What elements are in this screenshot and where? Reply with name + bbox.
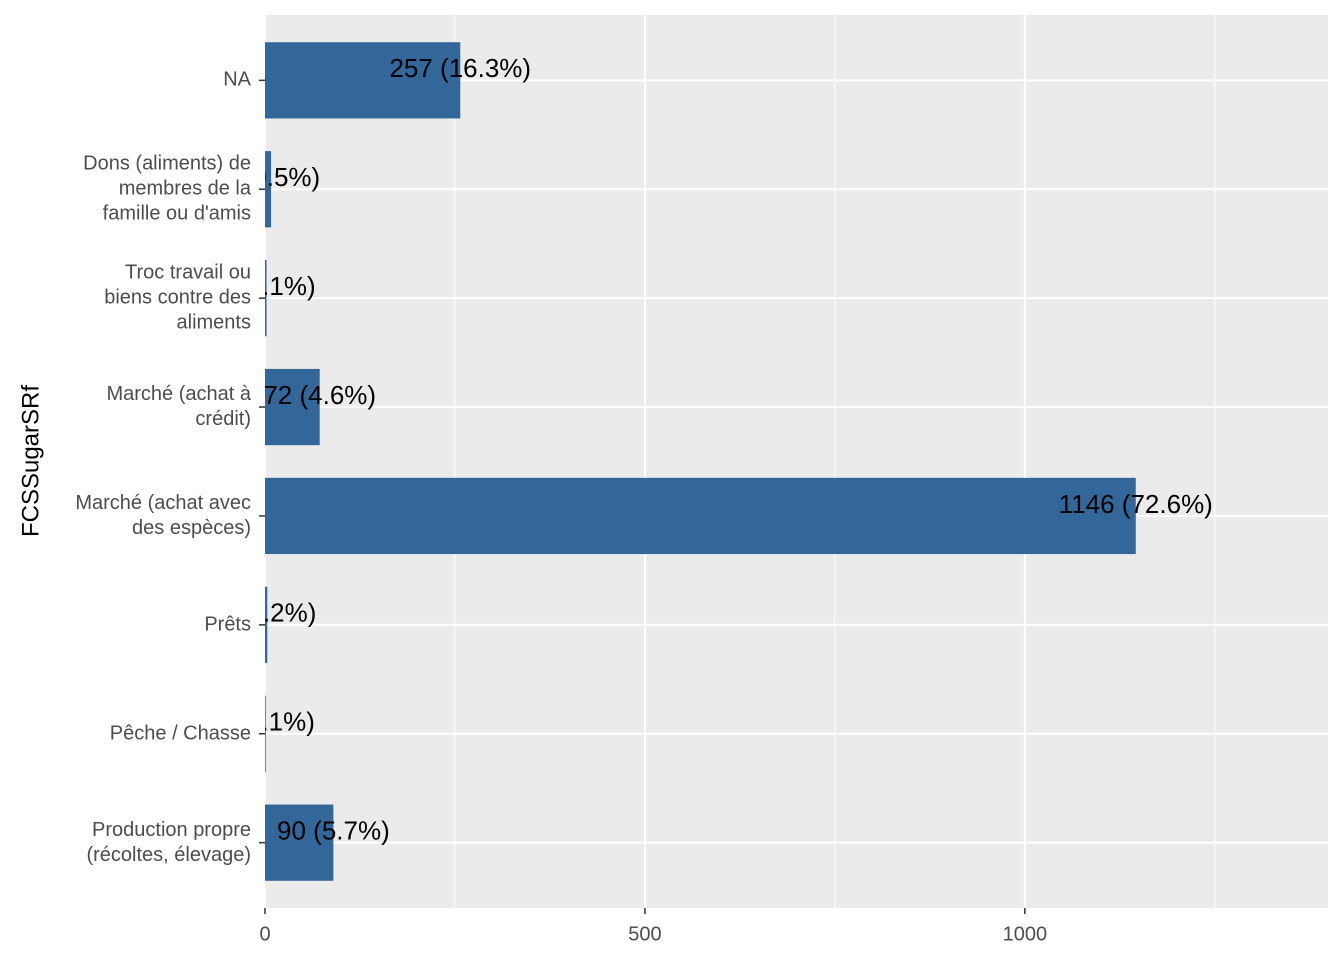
x-tick-label: 0 bbox=[259, 923, 270, 945]
value-label: 1146 (72.6%) bbox=[1059, 489, 1213, 519]
y-tick-label: Marché (achat à crédit) bbox=[106, 383, 251, 431]
value-label: 72 (4.6%) bbox=[263, 380, 376, 410]
x-tick-label: 500 bbox=[628, 923, 661, 945]
x-tick-label: 1000 bbox=[1003, 923, 1048, 945]
y-tick-label: Dons (aliments) de membres de la famille… bbox=[83, 152, 251, 225]
value-label: 1 (0.1%) bbox=[217, 707, 315, 737]
bar bbox=[265, 477, 1136, 555]
y-axis-title: FCSSugarSRf bbox=[17, 385, 44, 537]
value-label: 257 (16.3%) bbox=[389, 53, 531, 83]
y-tick-label: Production propre (récoltes, élevage) bbox=[86, 818, 251, 866]
y-tick-label: Prêts bbox=[204, 613, 251, 636]
y-tick-label: Troc travail ou biens contre des aliment… bbox=[104, 261, 251, 334]
y-tick-label: NA bbox=[223, 68, 251, 91]
value-label: 8 (0.5%) bbox=[222, 162, 320, 192]
bar bbox=[265, 368, 320, 446]
bar bbox=[265, 151, 272, 228]
value-label: 90 (5.7%) bbox=[277, 816, 390, 846]
bar bbox=[265, 260, 267, 337]
bar bbox=[265, 42, 461, 119]
bar bbox=[265, 804, 334, 881]
y-tick-label: Marché (achat avec des espèces) bbox=[75, 491, 251, 539]
bar bbox=[265, 586, 268, 663]
value-label: 2 (0.1%) bbox=[217, 271, 315, 301]
value-label: 3 (0.2%) bbox=[218, 598, 316, 628]
y-tick-label: Pêche / Chasse bbox=[109, 722, 251, 745]
bar bbox=[265, 695, 266, 772]
panel bbox=[265, 15, 1328, 908]
